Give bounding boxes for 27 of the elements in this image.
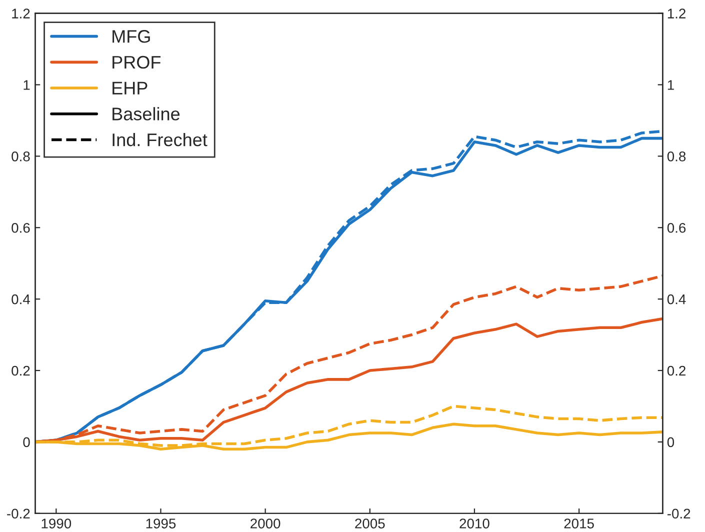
legend-label: PROF xyxy=(112,56,161,69)
y-tick-label: 0 xyxy=(23,437,30,448)
x-tick-label: 1990 xyxy=(42,518,72,528)
annotation: Ind. Frechet xyxy=(112,132,208,146)
y2-tick-label: 0 xyxy=(667,437,674,448)
legend-label: EHP xyxy=(112,82,148,94)
y-tick-label: 0.8 xyxy=(12,152,30,162)
y2-tick-label: 0.2 xyxy=(667,366,686,376)
y-tick-label: 0.6 xyxy=(12,222,30,233)
annotation: Baseline xyxy=(112,107,180,120)
y2-tick-label: 1.2 xyxy=(668,8,686,18)
y-tick-label: 0.2 xyxy=(12,366,30,376)
x-tick-label: 2010 xyxy=(460,518,490,528)
y2-tick-label: 0.4 xyxy=(667,294,686,304)
y-tick-label: -0.2 xyxy=(7,508,30,519)
y2-tick-label: 0.6 xyxy=(667,222,686,233)
x-tick-label: 2005 xyxy=(355,518,385,528)
y2-tick-label: 1 xyxy=(668,80,674,90)
y2-tick-label: -0.2 xyxy=(667,508,690,519)
x-tick-label: 2015 xyxy=(564,518,594,528)
x-tick-label: 1995 xyxy=(146,518,176,528)
y2-tick-label: 0.8 xyxy=(667,152,686,162)
y-tick-label: 1.2 xyxy=(12,8,30,18)
legend-label: MFG xyxy=(112,30,150,43)
y-tick-label: 0.4 xyxy=(12,294,30,304)
x-tick-label: 2000 xyxy=(250,518,280,528)
y-tick-label: 1 xyxy=(24,80,30,90)
